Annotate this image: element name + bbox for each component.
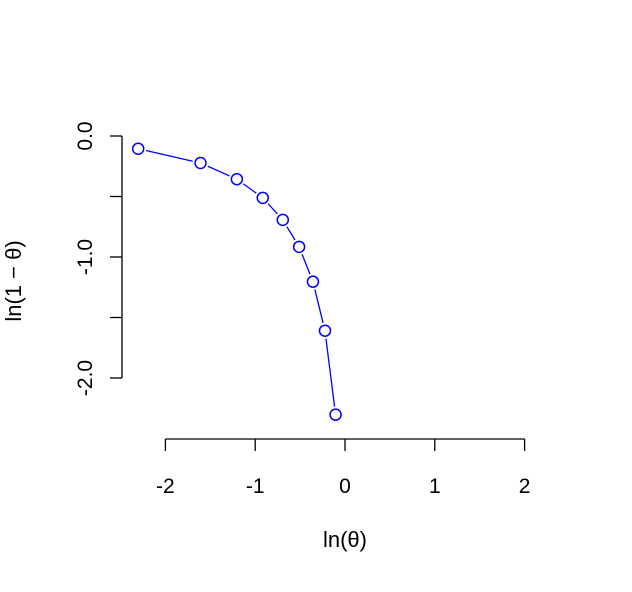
x-tick-label: -2 [156,475,175,498]
x-tick-label: 2 [519,475,531,498]
series-line-segment [286,226,296,241]
y-tick-label: -1.0 [74,239,97,275]
x-axis-title: ln(θ) [323,527,367,552]
y-tick-label: -2.0 [74,360,97,396]
data-point [256,191,269,205]
data-point [276,213,290,227]
y-tick-label: 0.0 [74,121,97,150]
series-line-segment [207,165,230,177]
data-point [292,240,306,254]
series-line-segment [325,338,336,407]
series-line-segment [242,183,257,194]
x-axis: -2 -1 0 1 2 [156,438,531,498]
data-point [306,275,320,288]
x-tick-label: 0 [339,475,351,498]
series-line-segment [301,254,311,275]
series-line-segment [314,289,324,324]
data-point [318,324,332,337]
series-layer [131,142,342,421]
series-line-segment [267,203,278,215]
data-point [230,172,244,186]
x-tick-label: -1 [246,475,265,498]
data-point [194,156,207,170]
series-line-segment [145,149,193,162]
data-point [131,142,145,155]
y-axis: 0.0 -1.0 -2.0 [74,121,123,396]
x-tick-label: 1 [429,475,441,498]
data-point [329,408,342,421]
y-axis-title: ln(1 − θ) [1,240,26,321]
